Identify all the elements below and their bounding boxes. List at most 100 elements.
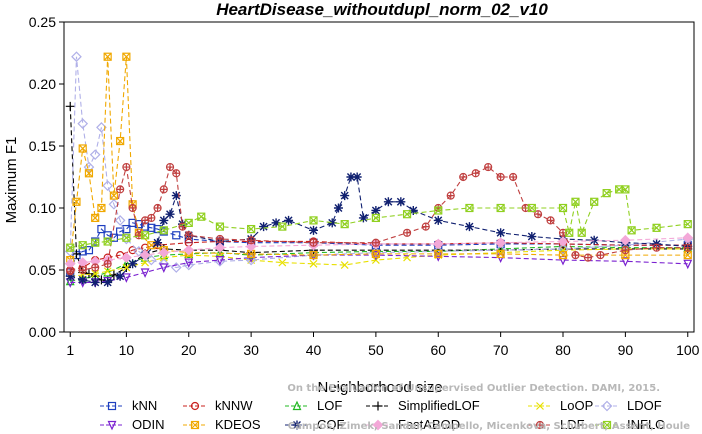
data-point xyxy=(496,249,505,258)
data-point xyxy=(433,215,443,225)
data-point xyxy=(292,420,302,430)
data-point xyxy=(536,402,544,410)
data-point xyxy=(103,277,113,287)
data-point xyxy=(107,420,117,431)
data-point xyxy=(496,172,505,182)
data-point xyxy=(558,255,568,266)
data-point xyxy=(165,162,175,172)
legend-label: ODIN xyxy=(132,417,165,432)
data-point xyxy=(215,234,225,244)
data-point xyxy=(159,215,169,225)
data-point xyxy=(91,269,100,278)
legend: kNN kNNW LOF SimplifiedLOF LoOP LDOF ODIN KDEOS… xyxy=(100,398,665,432)
legend-label: KDEOS xyxy=(215,417,261,432)
data-point xyxy=(284,215,294,225)
data-point xyxy=(602,420,612,430)
data-point xyxy=(97,224,106,234)
data-point xyxy=(571,197,580,206)
x-tick-label: 10 xyxy=(119,342,135,358)
y-tick-label: 0.05 xyxy=(29,262,56,278)
data-point xyxy=(464,222,474,232)
legend-label: INFLO xyxy=(627,417,665,432)
data-point xyxy=(65,101,75,111)
data-point xyxy=(558,251,568,260)
data-point xyxy=(620,257,630,267)
data-point xyxy=(589,235,599,245)
legend-item-inflo: INFLO xyxy=(595,417,665,432)
data-point xyxy=(66,243,75,252)
data-point xyxy=(77,118,89,130)
series-line xyxy=(70,248,688,277)
series-line xyxy=(70,240,688,271)
data-point xyxy=(84,269,94,279)
y-tick-label: 0.00 xyxy=(29,324,56,340)
data-point xyxy=(683,220,692,229)
data-point xyxy=(78,144,87,153)
data-point xyxy=(108,198,120,210)
data-point xyxy=(309,238,318,247)
data-point xyxy=(165,209,175,219)
y-tick-label: 0.25 xyxy=(29,14,56,30)
data-point xyxy=(433,252,443,262)
data-point xyxy=(402,210,412,219)
y-tick-label: 0.20 xyxy=(29,76,56,92)
data-point xyxy=(65,275,75,286)
data-point xyxy=(102,180,114,192)
series-line xyxy=(70,176,688,283)
data-point xyxy=(184,231,193,240)
x-tick-label: 60 xyxy=(430,342,446,358)
data-point xyxy=(421,222,430,231)
data-point xyxy=(103,237,112,246)
data-point xyxy=(259,222,269,232)
data-point xyxy=(89,149,101,161)
data-point xyxy=(352,172,362,182)
data-point xyxy=(116,136,125,146)
series-cof xyxy=(65,172,693,287)
data-point xyxy=(147,213,156,223)
data-point xyxy=(122,233,131,242)
data-point xyxy=(373,401,383,411)
legend-label: LOF xyxy=(317,398,342,413)
chart-title: HeartDisease_withoutdupl_norm_02_v10 xyxy=(216,0,548,19)
legend-item-knnw: kNNW xyxy=(183,398,253,413)
legend-label: LDF xyxy=(560,417,585,432)
legend-label: kNNW xyxy=(215,398,253,413)
data-point xyxy=(683,243,692,252)
legend-item-kdeos: KDEOS xyxy=(183,417,261,432)
data-point xyxy=(372,419,384,431)
data-point xyxy=(103,52,112,61)
x-axis: 1 10 20 30 40 50 60 70 80 90 100 xyxy=(66,332,700,358)
data-point xyxy=(158,247,170,258)
series-line xyxy=(70,254,688,283)
data-point xyxy=(652,243,661,252)
data-point xyxy=(434,206,443,215)
data-point xyxy=(558,203,568,213)
series-ldf xyxy=(66,162,692,276)
data-point xyxy=(602,189,611,198)
data-point xyxy=(358,213,368,223)
data-point xyxy=(140,231,150,240)
data-point xyxy=(115,271,125,281)
data-point xyxy=(78,247,87,256)
data-point xyxy=(190,420,200,430)
y-tick-label: 0.15 xyxy=(29,138,56,154)
legend-label: COF xyxy=(317,417,345,432)
data-point xyxy=(396,197,406,207)
series-fastabod xyxy=(64,232,694,270)
legend-label: LDOF xyxy=(627,398,662,413)
data-point xyxy=(183,259,195,271)
plot-frame xyxy=(63,21,695,333)
data-point xyxy=(495,237,506,249)
legend-item-ldof: LDOF xyxy=(595,398,662,413)
data-point xyxy=(309,251,318,260)
data-point xyxy=(682,232,694,244)
data-point xyxy=(159,185,168,194)
data-point xyxy=(78,241,87,250)
data-point xyxy=(114,215,126,226)
watermark-line-1: Campos, Zimek, Sander, Campello, Micenko… xyxy=(288,421,690,432)
data-point xyxy=(465,203,474,213)
data-point xyxy=(71,51,82,63)
x-tick-label: 30 xyxy=(243,342,259,358)
data-point xyxy=(271,218,281,228)
